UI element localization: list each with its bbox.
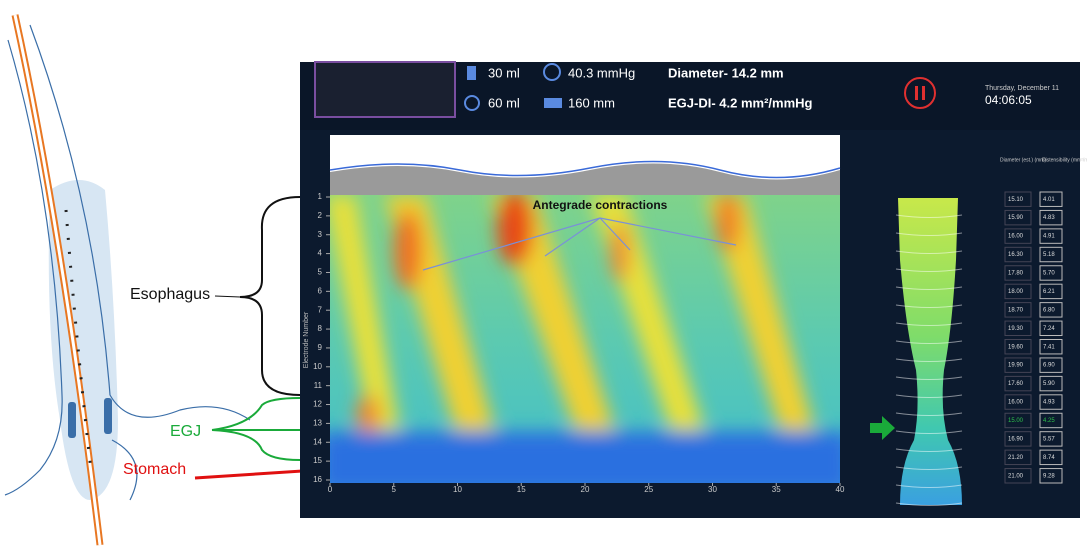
diameter-value: 16.90 [1008,436,1024,442]
total-volume: 60 ml [488,95,520,110]
y-tick-label: 7 [318,305,323,314]
egj-lines [212,398,300,460]
y-tick-label: 14 [313,437,322,446]
diameter-value: 17.80 [1008,271,1024,277]
length: 160 mm [568,95,615,110]
distensibility-value: 6.80 [1043,307,1055,313]
x-tick-label: 10 [453,485,462,494]
diameter: Diameter- 14.2 mm [668,65,784,80]
distensibility-value: 8.74 [1043,455,1055,461]
y-tick-label: 10 [313,362,322,371]
y-tick-label: 1 [318,192,323,201]
x-tick-label: 5 [392,485,397,494]
x-tick-label: 35 [772,485,781,494]
diameter-value: 16.00 [1008,234,1024,240]
diameter-value: 17.60 [1008,381,1024,387]
y-tick-label: 13 [313,419,322,428]
diameter-value: 15.10 [1008,197,1024,203]
distensibility-value: 4.93 [1043,400,1055,406]
y-tick-label: 8 [318,324,323,333]
diameter-value: 19.30 [1008,326,1024,332]
distensibility-value: 9.28 [1043,473,1055,479]
egj-di: EGJ-DI- 4.2 mm²/mmHg [668,95,813,110]
diameter-value: 18.00 [1008,289,1024,295]
egj-label: EGJ [170,423,201,440]
distensibility-value: 6.90 [1043,363,1055,369]
hotspot [356,395,380,435]
distensibility-value: 4.01 [1043,197,1055,203]
time: 04:06:05 [985,93,1032,107]
syringe-icon [467,66,476,80]
hotspot [394,210,422,290]
diameter-value: 16.00 [1008,400,1024,406]
figure: Esophagus EGJ Stomach 30 ml 40.3 mmHg Di… [0,0,1087,550]
y-tick-label: 9 [318,343,323,352]
x-tick-label: 20 [581,485,590,494]
distensibility-value: 5.70 [1043,271,1055,277]
distensibility-value: 6.21 [1043,289,1055,295]
egj-marker [68,402,76,438]
distensibility-value: 7.24 [1043,326,1055,332]
diameter-value: 18.70 [1008,307,1024,313]
x-tick-label: 30 [708,485,717,494]
diameter-value: 21.20 [1008,455,1024,461]
x-tick-label: 40 [836,485,845,494]
x-tick-label: 0 [328,485,333,494]
distensibility-value: 5.18 [1043,252,1055,258]
y-tick-label: 6 [318,286,323,295]
pause-bar [922,86,925,100]
egj-marker [104,398,112,434]
distensibility-value: 7.41 [1043,344,1055,350]
distensibility-value: 5.57 [1043,436,1055,442]
table-header: Distensibility (mm²/mmHg) [1042,157,1087,163]
y-tick-label: 15 [313,456,322,465]
date: Thursday, December 11 [985,85,1059,92]
heatmap [320,190,850,492]
distensibility-value: 5.90 [1043,381,1055,387]
table-header: Diameter (est.) (mm) [1000,157,1046,163]
stomach-label: Stomach [123,461,186,478]
fill-volume: 30 ml [488,65,520,80]
x-tick-label: 25 [644,485,653,494]
distensibility-value: 4.83 [1043,215,1055,221]
pressure: 40.3 mmHg [568,65,635,80]
diameter-value: 15.90 [1008,215,1024,221]
length-icon [544,98,562,108]
distensibility-value: 4.25 [1043,418,1055,424]
diameter-value: 21.00 [1008,473,1024,479]
y-tick-label: 5 [318,268,323,277]
pause-bar [915,86,918,100]
video-box [315,62,455,117]
distensibility-value: 4.91 [1043,234,1055,240]
leader [215,296,240,297]
diameter-value: 15.00 [1008,418,1024,424]
y-tick-label: 4 [318,249,323,258]
diameter-value: 19.90 [1008,363,1024,369]
y-tick-label: 3 [318,230,323,239]
esophagus-label: Esophagus [130,286,210,303]
diameter-value: 16.30 [1008,252,1024,258]
diameter-value: 19.60 [1008,344,1024,350]
y-tick-label: 11 [314,381,323,390]
annotation: Antegrade contractions [533,198,668,212]
x-tick-label: 15 [517,485,526,494]
hotspot [497,190,533,266]
y-axis-label: Electrode Number [303,311,310,368]
y-tick-label: 12 [313,400,322,409]
y-tick-label: 16 [313,475,322,484]
y-tick-label: 2 [318,211,323,220]
brace [240,197,300,395]
